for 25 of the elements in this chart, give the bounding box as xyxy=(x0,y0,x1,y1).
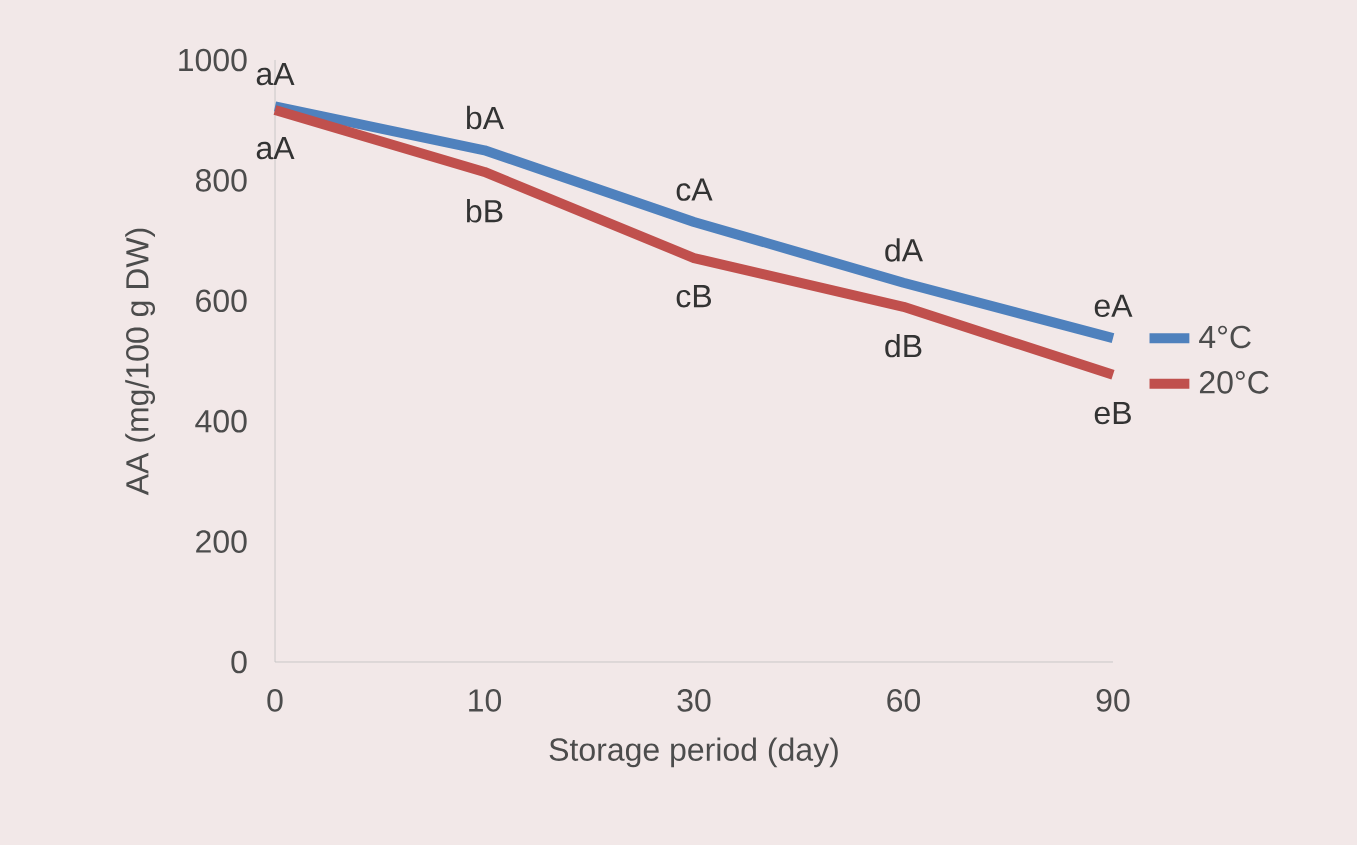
y-tick-label: 0 xyxy=(231,650,247,674)
x-axis-title: Storage period (day) xyxy=(549,737,838,768)
annotation: eA xyxy=(1094,294,1133,318)
annotation: dB xyxy=(885,333,922,358)
y-tick-label: 200 xyxy=(196,530,247,553)
y-tick-label: 600 xyxy=(196,289,247,313)
y-tick-label: 400 xyxy=(195,409,247,433)
y-axis-title: AA (mg/100 g DW) xyxy=(125,228,156,496)
annotation: aA xyxy=(256,62,295,86)
x-tick-label: 10 xyxy=(469,689,502,712)
annotation: eB xyxy=(1094,401,1131,425)
y-tick-label: 800 xyxy=(195,169,247,192)
annotation: dA xyxy=(885,238,923,262)
annotation: bB xyxy=(467,199,503,223)
annotation: cB xyxy=(676,285,711,308)
y-tick-label: 1000 xyxy=(179,48,247,72)
annotation: aA xyxy=(256,137,295,160)
x-tick-label: 60 xyxy=(887,689,921,712)
legend-label: 4°C xyxy=(1199,325,1251,349)
annotation: bA xyxy=(467,105,504,130)
x-tick-label: 30 xyxy=(677,689,711,712)
x-tick-label: 0 xyxy=(267,689,283,712)
annotation: cA xyxy=(676,178,713,201)
x-tick-label: 90 xyxy=(1096,689,1130,712)
legend-label: 20°C xyxy=(1199,371,1269,394)
